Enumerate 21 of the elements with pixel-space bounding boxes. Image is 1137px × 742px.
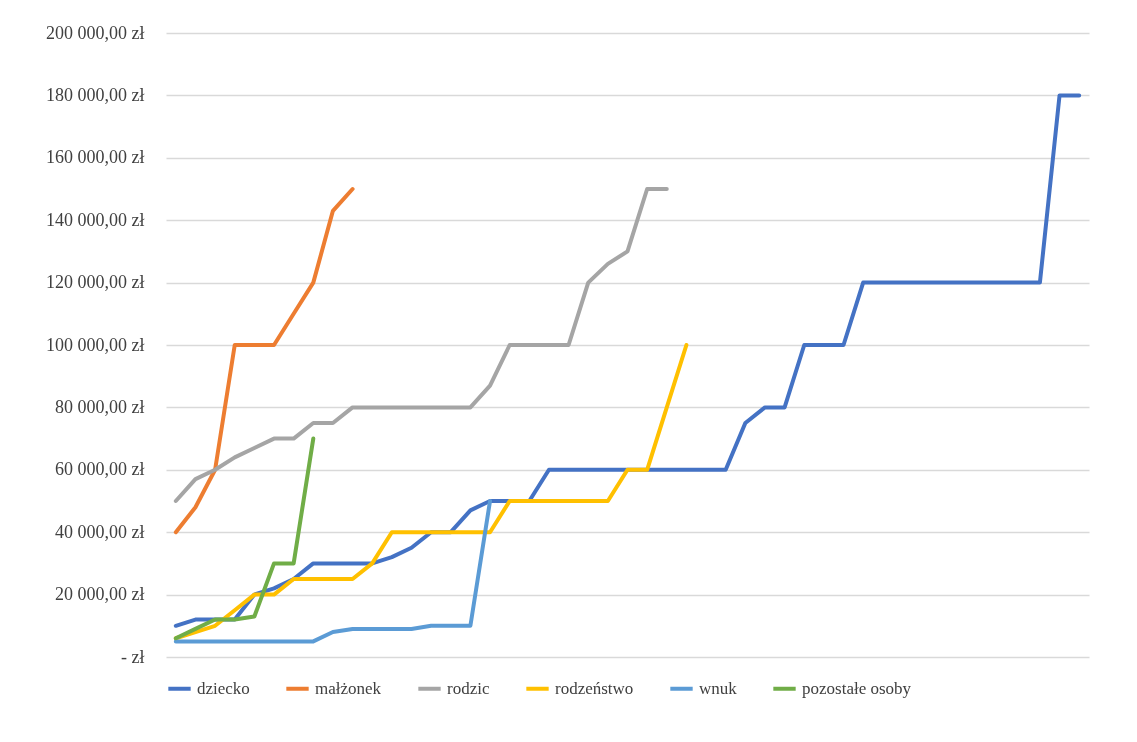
- legend-label: rodzic: [447, 678, 490, 698]
- y-tick-label: 40 000,00 zł: [55, 521, 145, 542]
- legend-label: wnuk: [699, 678, 738, 698]
- legend-label: dziecko: [197, 678, 250, 698]
- y-tick-label: 20 000,00 zł: [55, 584, 145, 605]
- y-tick-label: 60 000,00 zł: [55, 459, 145, 480]
- line-series: [173, 499, 493, 644]
- legend-label: małżonek: [315, 678, 382, 698]
- line-series: [173, 436, 316, 641]
- line-series: [173, 187, 669, 503]
- y-tick-label: 180 000,00 zł: [46, 84, 145, 105]
- y-tick-label: 140 000,00 zł: [46, 209, 145, 230]
- y-tick-label: 160 000,00 zł: [46, 147, 145, 168]
- y-tick-label: 200 000,00 zł: [46, 22, 145, 43]
- line-series: [173, 187, 355, 535]
- y-tick-label: - zł: [121, 646, 145, 667]
- y-tick-label: 100 000,00 zł: [46, 334, 145, 355]
- legend-label: pozostałe osoby: [802, 678, 912, 698]
- legend-label: rodzeństwo: [555, 678, 634, 698]
- y-tick-label: 120 000,00 zł: [46, 272, 145, 293]
- y-tick-label: 80 000,00 zł: [55, 396, 145, 417]
